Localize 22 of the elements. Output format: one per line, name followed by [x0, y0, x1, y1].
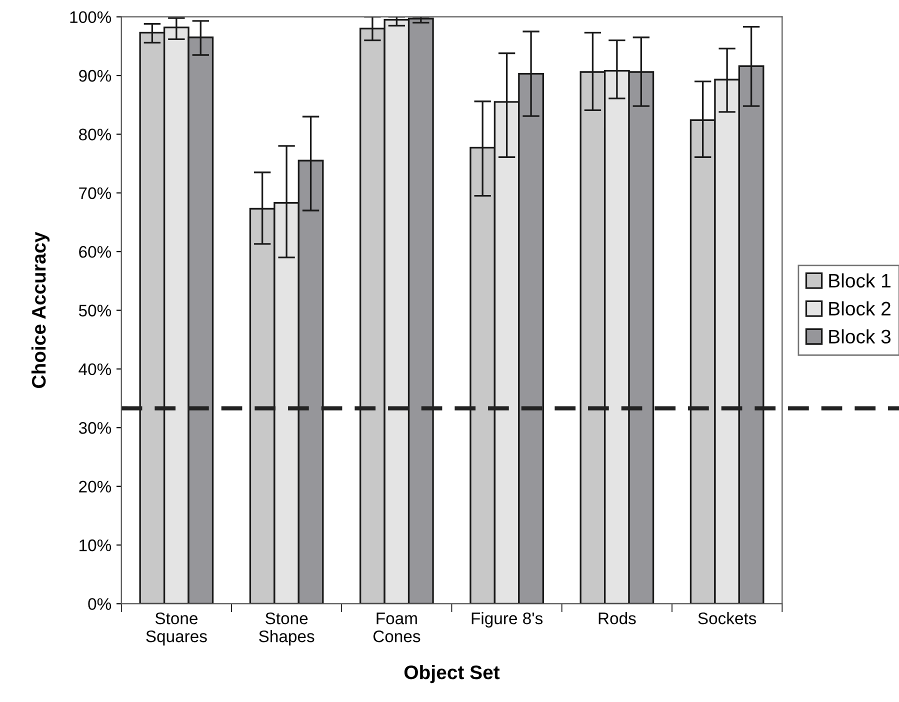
y-tick-label: 30% [78, 422, 112, 434]
y-axis-title: Choice Accuracy [31, 232, 50, 388]
y-tick-label: 100% [70, 11, 112, 24]
y-tick-label: 80% [79, 128, 112, 140]
x-tick-label: Stone Squares [146, 612, 207, 646]
x-tick-label: Stone Shapes [259, 612, 314, 646]
x-tick-label: Figure 8's [472, 612, 543, 628]
legend-label: Block 1 [829, 273, 890, 288]
y-tick-label: 60% [79, 246, 112, 258]
y-tick-label: 40% [78, 363, 112, 376]
x-tick-label: Foam Cones [373, 612, 420, 642]
x-axis-title: Object Set [404, 664, 500, 684]
y-tick-label: 0% [88, 598, 112, 610]
y-tick-label: 20% [79, 480, 112, 493]
y-tick-label: 50% [78, 304, 112, 316]
y-tick-label: 90% [79, 70, 112, 82]
legend-label: Block 3 [829, 329, 891, 344]
x-tick-label: Rods [598, 612, 636, 624]
x-tick-label: Sockets [698, 612, 756, 624]
legend-label: Block 2 [829, 301, 890, 316]
y-tick-label: 10% [80, 539, 112, 552]
y-tick-label: 70% [79, 187, 112, 200]
